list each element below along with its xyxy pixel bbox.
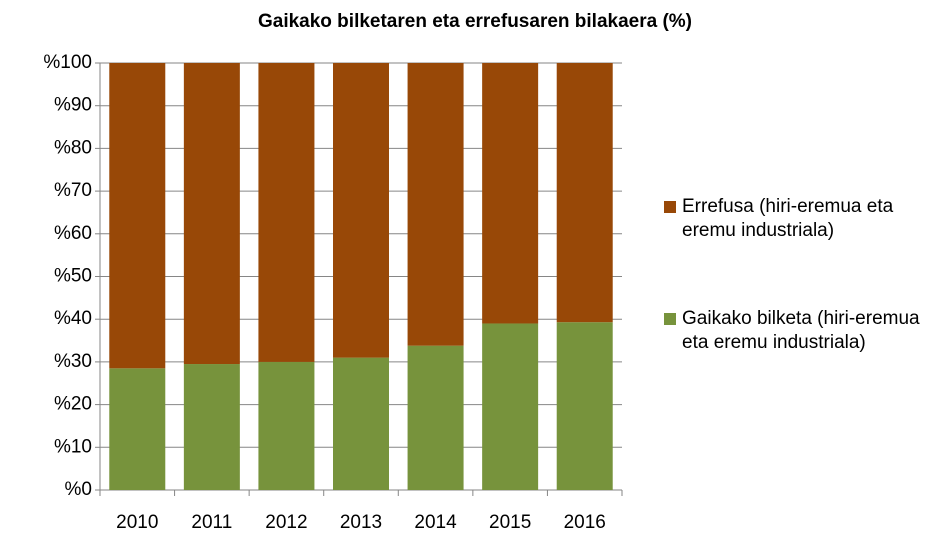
y-tick-label: %30 — [54, 351, 92, 372]
y-tick-label: %60 — [54, 223, 92, 244]
bar-segment — [482, 63, 539, 324]
legend-label: Errefusa (hiri-eremua eta eremu industri… — [682, 196, 894, 241]
y-tick-label: %0 — [65, 479, 92, 500]
y-tick-label: %20 — [54, 394, 92, 415]
legend-label: Gaikako bilketa (hiri-eremua eta eremu i… — [682, 308, 920, 353]
bar-segment — [183, 63, 240, 365]
x-tick-label: 2012 — [265, 512, 307, 533]
bar-segment — [333, 63, 389, 358]
bar-segment — [482, 323, 539, 490]
legend-swatch — [664, 201, 676, 213]
y-tick-label: %100 — [43, 52, 92, 73]
bar-segment — [556, 63, 613, 323]
legend-swatch — [664, 313, 676, 325]
chart-title: Gaikako bilketaren eta errefusaren bilak… — [258, 11, 692, 32]
bar-segment — [109, 368, 166, 490]
bar-segment — [258, 361, 315, 490]
bar-segment — [556, 322, 613, 490]
bar-segment — [109, 63, 166, 369]
y-tick-label: %80 — [54, 137, 92, 158]
x-tick-label: 2015 — [489, 512, 531, 533]
y-tick-label: %10 — [54, 436, 92, 457]
x-tick-label: 2014 — [414, 512, 457, 533]
legend-item: Errefusa (hiri-eremua eta eremu industri… — [664, 195, 934, 243]
x-tick-label: 2016 — [564, 512, 606, 533]
legend-item: Gaikako bilketa (hiri-eremua eta eremu i… — [664, 307, 934, 355]
y-tick-label: %90 — [54, 95, 92, 116]
bar-segment — [407, 345, 464, 490]
bar-segment — [183, 364, 240, 490]
bar-segment — [258, 63, 315, 362]
y-tick-label: %70 — [54, 180, 92, 201]
x-tick-label: 2010 — [116, 512, 158, 533]
bar-segment — [407, 63, 464, 346]
x-tick-label: 2013 — [340, 512, 382, 533]
y-tick-label: %50 — [54, 266, 92, 287]
bar-segment — [333, 357, 389, 490]
y-tick-label: %40 — [54, 308, 92, 329]
x-tick-label: 2011 — [191, 512, 232, 533]
